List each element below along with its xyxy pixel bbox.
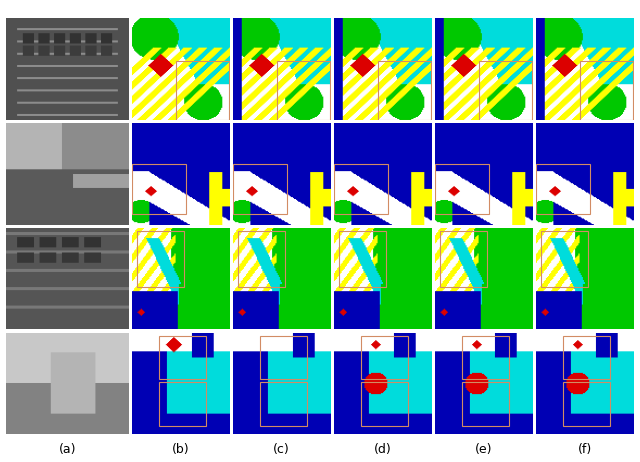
Bar (440, 231, 486, 287)
Bar (361, 336, 408, 379)
Text: (c): (c) (273, 443, 290, 456)
Bar (277, 61, 330, 120)
Bar (563, 382, 610, 426)
Bar (536, 164, 589, 214)
Text: (d): (d) (374, 443, 392, 456)
Bar (159, 336, 206, 379)
Bar (361, 382, 408, 426)
Bar (260, 336, 307, 379)
Bar (541, 231, 588, 287)
Bar (580, 61, 632, 120)
Bar (260, 382, 307, 426)
Bar (479, 61, 532, 120)
Text: (a): (a) (59, 443, 76, 456)
Bar (159, 382, 206, 426)
Bar (435, 164, 488, 214)
Bar (237, 231, 285, 287)
Text: (b): (b) (172, 443, 189, 456)
Text: (f): (f) (577, 443, 592, 456)
Bar (132, 164, 186, 214)
Bar (462, 382, 509, 426)
Bar (339, 231, 386, 287)
Bar (462, 336, 509, 379)
Bar (563, 336, 610, 379)
Bar (233, 164, 287, 214)
Bar (334, 164, 388, 214)
Bar (378, 61, 431, 120)
Bar (176, 61, 228, 120)
Text: (e): (e) (475, 443, 492, 456)
Bar (137, 231, 184, 287)
